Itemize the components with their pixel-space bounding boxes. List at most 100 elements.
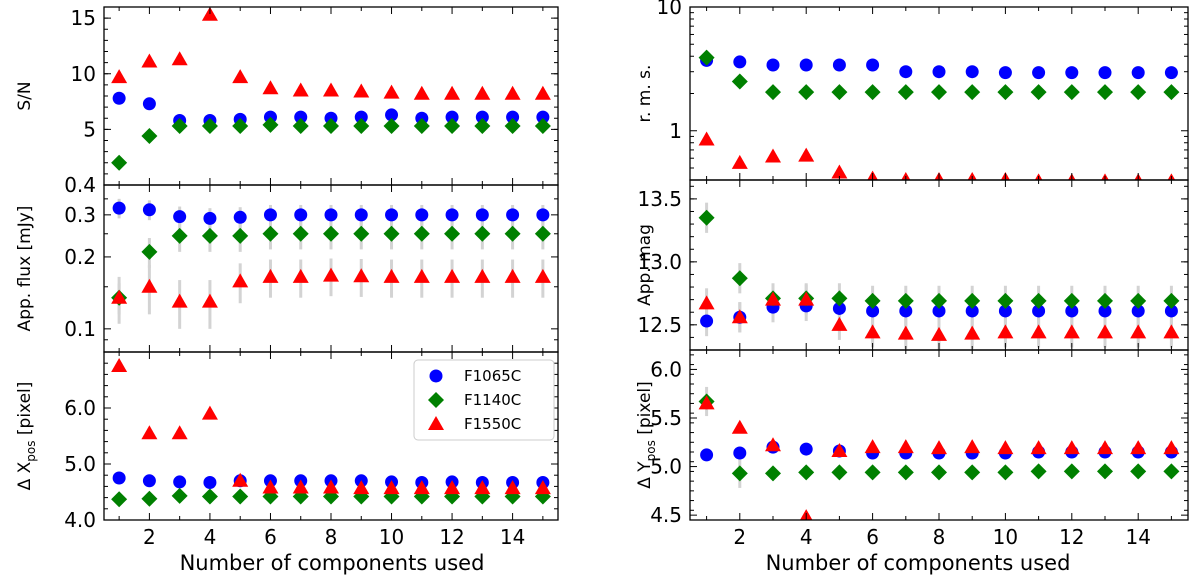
data-point-f1550c — [831, 164, 848, 179]
data-point-f1550c — [292, 268, 309, 283]
panel-rms-data — [698, 49, 1180, 180]
y-tick-label: 13.5 — [637, 187, 682, 211]
data-point-f1140c — [534, 225, 551, 242]
y-tick-label: 4.5 — [650, 503, 682, 527]
data-point-f1550c — [171, 425, 188, 440]
data-point-f1550c — [413, 268, 430, 283]
data-point-f1140c — [323, 118, 339, 135]
data-point-f1550c — [1097, 324, 1113, 339]
data-point-f1140c — [897, 464, 914, 481]
data-point-f1550c — [262, 80, 279, 95]
data-point-f1140c — [262, 116, 279, 133]
data-point-f1065c — [965, 65, 979, 79]
y-tick-label: 13.0 — [637, 250, 682, 274]
y-tick-label: 5.0 — [650, 455, 682, 479]
data-point-f1550c — [323, 479, 339, 494]
data-point-f1065c — [832, 301, 846, 315]
panel-dy: 2 4 6 8 10 12 14 4.5 5.0 5.5 6.0Δ Ypos [pixel] — [635, 349, 1189, 549]
data-point-f1550c — [897, 325, 914, 340]
y-axis-label-dy: Δ Ypos [pixel] — [635, 381, 658, 489]
data-point-f1065c — [1131, 304, 1145, 318]
data-point-f1140c — [413, 118, 430, 135]
data-point-f1065c — [445, 110, 459, 124]
data-point-f1140c — [1163, 84, 1180, 101]
data-point-f1065c — [142, 203, 156, 217]
data-point-f1140c — [444, 118, 461, 135]
data-point-f1065c — [263, 208, 277, 222]
data-point-f1140c — [383, 118, 400, 135]
panel-dx: 2 4 6 8 10 12 14 4.0 5.0 6.0 Δ Xpos [pixel] — [15, 351, 559, 549]
y-tick-label: 0.2 — [64, 245, 96, 269]
data-point-f1550c — [504, 480, 521, 495]
data-point-f1550c — [232, 69, 249, 84]
y-tick-label: 0.3 — [64, 203, 96, 227]
data-point-f1140c — [1063, 292, 1080, 309]
data-point-f1550c — [201, 293, 218, 308]
data-point-f1140c — [864, 464, 881, 481]
data-point-f1065c — [415, 208, 429, 222]
data-point-f1140c — [413, 225, 430, 242]
y-axis-label-rms: r. m. s. — [635, 65, 655, 123]
data-point-f1065c — [700, 448, 714, 462]
data-point-f1065c — [203, 211, 217, 225]
data-point-f1550c — [1063, 440, 1080, 455]
legend-marker — [429, 369, 443, 383]
legend-label: F1140C — [464, 391, 521, 409]
data-point-f1065c — [536, 110, 550, 124]
x-tick-label: 10 — [379, 525, 404, 549]
data-point-f1140c — [444, 225, 461, 242]
data-point-f1065c — [536, 208, 550, 222]
data-point-f1550c — [798, 147, 815, 162]
data-point-f1550c — [262, 268, 279, 283]
data-point-f1140c — [931, 84, 947, 101]
data-point-f1550c — [353, 268, 370, 283]
data-point-f1140c — [201, 488, 218, 505]
data-point-f1065c — [475, 208, 489, 222]
data-point-f1140c — [262, 225, 279, 242]
legend-label: F1550C — [464, 415, 521, 433]
data-point-f1065c — [1065, 66, 1079, 80]
data-point-f1065c — [142, 97, 156, 111]
panel-dy-data — [698, 386, 1180, 520]
data-point-f1550c — [444, 268, 461, 283]
data-point-f1065c — [932, 65, 946, 79]
data-point-f1065c — [173, 475, 187, 489]
x-tick-label: 6 — [264, 525, 277, 549]
data-point-f1550c — [232, 273, 249, 288]
data-point-f1140c — [353, 225, 370, 242]
x-tick-label: 4 — [800, 525, 813, 549]
x-tick-label: 2 — [143, 525, 156, 549]
data-point-f1550c — [731, 419, 748, 434]
data-point-f1140c — [1130, 84, 1147, 101]
panel-sn-data — [111, 7, 551, 171]
data-point-f1065c — [385, 108, 399, 122]
y-tick-label: 12.5 — [637, 313, 682, 337]
data-point-f1550c — [171, 293, 188, 308]
data-point-f1140c — [504, 118, 521, 135]
data-point-f1065c — [112, 471, 126, 485]
data-point-f1550c — [383, 84, 400, 99]
data-point-f1065c — [866, 304, 880, 318]
data-point-f1550c — [864, 439, 881, 454]
data-point-f1140c — [1097, 84, 1113, 101]
data-point-f1550c — [1130, 440, 1147, 455]
data-point-f1550c — [413, 480, 430, 495]
data-point-f1550c — [353, 480, 370, 495]
x-tick-label: 8 — [325, 525, 338, 549]
data-point-f1065c — [832, 58, 846, 72]
data-point-f1065c — [766, 58, 780, 72]
y-tick-label: 5 — [83, 117, 96, 141]
data-point-f1065c — [294, 208, 308, 222]
data-point-f1550c — [698, 131, 715, 146]
data-point-f1140c — [698, 209, 715, 226]
data-point-f1140c — [474, 118, 491, 135]
data-point-f1140c — [232, 488, 249, 505]
data-point-f1065c — [1164, 304, 1178, 318]
data-point-f1065c — [1032, 304, 1046, 318]
data-point-f1140c — [964, 84, 981, 101]
panels-group: 5 10 15 S/N 0.1 0.2 0.3 0.4 App. flux [mJy] 2 4 6 8 1… — [15, 0, 1189, 549]
data-point-f1550c — [1063, 324, 1080, 339]
data-point-f1140c — [864, 84, 881, 101]
panel-mag-data — [698, 202, 1180, 350]
data-point-f1065c — [294, 110, 308, 124]
